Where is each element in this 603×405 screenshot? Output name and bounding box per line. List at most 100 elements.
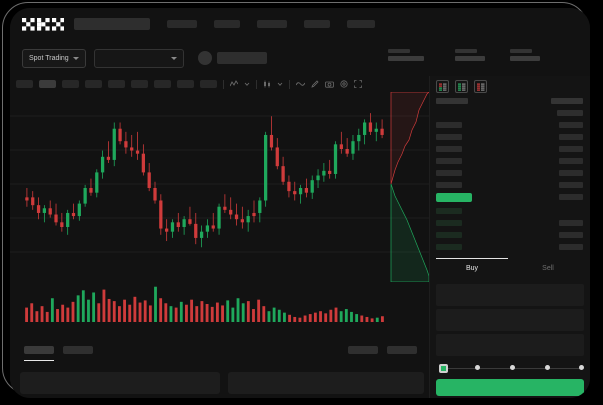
slider-stop-100[interactable]	[579, 365, 584, 370]
orderbook-ask-row[interactable]	[436, 170, 462, 176]
ticker-stat-2-value	[455, 56, 485, 61]
ob-mode-combined-icon[interactable]	[436, 80, 449, 93]
top-header	[10, 8, 590, 40]
slider-stop-25[interactable]	[475, 365, 480, 370]
orderbook-ask-row[interactable]	[559, 146, 583, 152]
timeframe-button-4[interactable]	[85, 80, 102, 88]
orderbook-ask-row[interactable]	[436, 134, 462, 140]
orderbook-bid-row[interactable]	[559, 244, 583, 250]
depth-chart-overlay	[390, 92, 429, 282]
camera-icon[interactable]	[325, 80, 334, 88]
line-style-icon[interactable]	[296, 80, 305, 88]
nav-item-1[interactable]	[167, 20, 197, 28]
orderbook-ask-row[interactable]	[557, 110, 583, 116]
orderbook-ask-row[interactable]	[559, 182, 583, 188]
timeframe-button-1[interactable]	[16, 80, 33, 88]
okx-trading-app: Spot Trading	[10, 8, 590, 398]
orderbook-bid-row[interactable]	[436, 220, 462, 226]
timeframe-button-2[interactable]	[39, 80, 56, 88]
ticker-stat-3	[510, 49, 540, 61]
bottom-action-1[interactable]	[348, 346, 378, 354]
search-input[interactable]	[74, 18, 150, 30]
orderbook-bid-row[interactable]	[559, 220, 583, 226]
bottom-tab-bar	[10, 346, 429, 362]
market-type-dropdown[interactable]: Spot Trading	[22, 48, 86, 68]
ticker-stat-1-label	[388, 49, 410, 53]
tab-sell[interactable]: Sell	[542, 265, 554, 272]
bottom-action-2[interactable]	[387, 346, 417, 354]
orderbook-ask-row[interactable]	[559, 158, 583, 164]
orderbook-ask-row[interactable]	[559, 134, 583, 140]
ob-mode-bids-icon[interactable]	[455, 80, 468, 93]
toolbar-divider	[256, 79, 257, 89]
timeframe-button-8[interactable]	[177, 80, 194, 88]
orderbook-ask-row[interactable]	[436, 182, 462, 188]
orderbook-bid-row[interactable]	[559, 232, 583, 238]
order-total-field[interactable]	[436, 334, 584, 356]
orderbook-ask-row[interactable]	[436, 146, 462, 152]
orderbook-bid-row[interactable]	[436, 244, 462, 250]
orderbook-ask-row[interactable]	[559, 170, 583, 176]
ticker-stat-3-label	[510, 49, 532, 53]
orderbook-ask-row[interactable]	[559, 122, 583, 128]
nav-item-3[interactable]	[257, 20, 287, 28]
candlestick-chart	[10, 113, 429, 253]
fullscreen-icon[interactable]	[354, 80, 362, 88]
order-amount-field[interactable]	[436, 309, 584, 331]
bottom-tab-order-history[interactable]	[63, 346, 93, 354]
okx-logo-icon[interactable]	[22, 17, 64, 31]
timeframe-button-7[interactable]	[154, 80, 171, 88]
orderbook-view-modes	[436, 80, 487, 93]
indicator-icon[interactable]	[230, 80, 238, 88]
toolbar-divider	[289, 79, 290, 89]
orderbook-bid-row[interactable]	[436, 208, 462, 214]
submit-buy-button[interactable]	[436, 379, 584, 396]
ticker-stat-1-value	[388, 56, 424, 61]
pair-select-dropdown[interactable]	[93, 48, 184, 68]
timeframe-button-6[interactable]	[131, 80, 148, 88]
nav-item-4[interactable]	[304, 20, 330, 28]
bottom-tab-open-orders[interactable]	[24, 346, 54, 354]
pair-avatar	[197, 51, 212, 65]
timeframe-button-9[interactable]	[200, 80, 217, 88]
sub-header: Spot Trading	[10, 40, 590, 76]
settings-icon[interactable]	[340, 80, 348, 88]
timeframe-button-5[interactable]	[108, 80, 125, 88]
chevron-down-icon[interactable]	[244, 81, 250, 87]
orderbook-ask-row[interactable]	[559, 194, 583, 200]
orderbook-header-left[interactable]	[436, 98, 468, 104]
nav-item-5[interactable]	[347, 20, 375, 28]
order-price-field[interactable]	[436, 284, 584, 306]
amount-percent-slider[interactable]	[439, 364, 585, 374]
bottom-card-right[interactable]	[228, 372, 424, 394]
ob-mode-asks-icon[interactable]	[474, 80, 487, 93]
ticker-stat-3-value	[510, 56, 540, 61]
chevron-down-icon	[170, 56, 177, 60]
chart-panel[interactable]	[10, 92, 429, 340]
tab-buy[interactable]: Buy	[465, 265, 479, 272]
orderbook[interactable]	[430, 98, 590, 252]
right-panel: Buy Sell	[429, 76, 590, 398]
trade-side-tabs: Buy Sell	[434, 258, 587, 280]
pair-name	[216, 52, 267, 64]
orderbook-header-right[interactable]	[551, 98, 583, 104]
bottom-card-left[interactable]	[20, 372, 220, 394]
slider-stop-50[interactable]	[510, 365, 515, 370]
orderbook-ask-row[interactable]	[436, 158, 462, 164]
chart-toolbar	[10, 76, 429, 93]
orderbook-bid-row[interactable]	[436, 232, 462, 238]
chevron-down-icon	[72, 56, 79, 60]
slider-stop-75[interactable]	[545, 365, 550, 370]
candle-type-icon[interactable]	[263, 80, 271, 88]
timeframe-button-3[interactable]	[62, 80, 79, 88]
buy-tab-underline	[436, 258, 508, 259]
volume-chart	[25, 286, 384, 322]
market-type-label: Spot Trading	[29, 54, 69, 62]
orderbook-ask-row[interactable]	[436, 122, 462, 128]
pencil-icon[interactable]	[311, 80, 319, 88]
orderbook-last-price[interactable]	[436, 193, 472, 202]
nav-item-2[interactable]	[214, 20, 240, 28]
chevron-down-icon[interactable]	[277, 81, 283, 87]
slider-handle[interactable]	[439, 364, 448, 373]
